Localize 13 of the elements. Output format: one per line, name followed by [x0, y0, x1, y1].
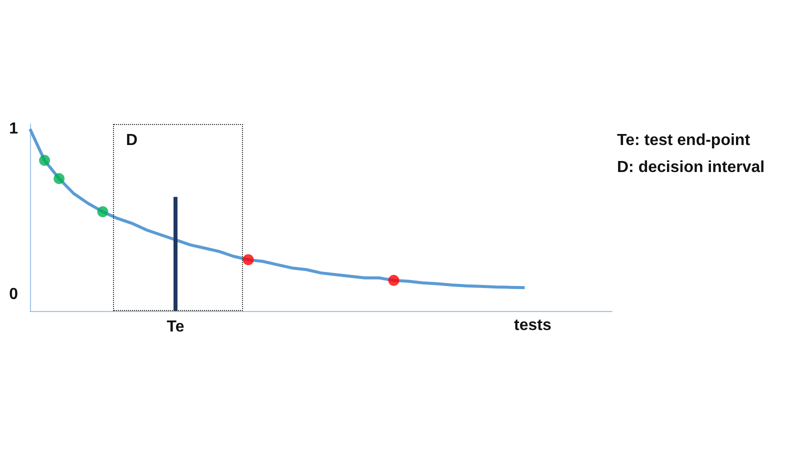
point	[388, 274, 400, 286]
point	[54, 173, 65, 184]
x-tick-label: Te	[166, 318, 184, 336]
text: D: decision interval	[617, 159, 765, 177]
point	[97, 206, 108, 218]
x-axis-title: tests	[514, 317, 552, 335]
text: Te: test end-point	[617, 132, 750, 150]
annotation: D	[126, 132, 138, 150]
y-tick-label: 0	[9, 286, 18, 303]
point	[39, 154, 50, 166]
y-tick-label: 1	[9, 120, 18, 138]
point	[242, 254, 254, 266]
line-series	[28, 127, 526, 290]
